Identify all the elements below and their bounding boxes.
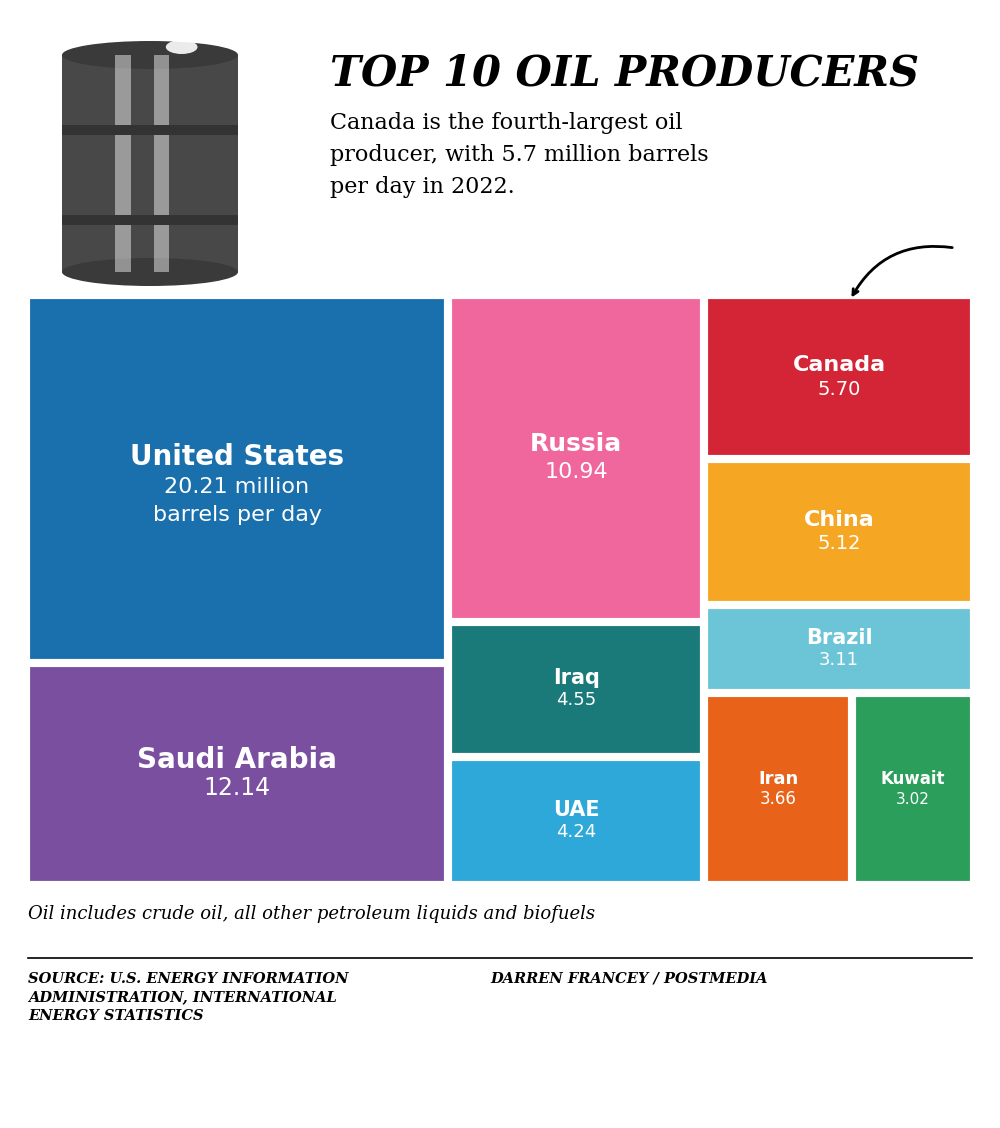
Text: Saudi Arabia: Saudi Arabia	[137, 746, 337, 774]
Text: 20.21 million
barrels per day: 20.21 million barrels per day	[153, 477, 322, 525]
Text: Canada is the fourth-largest oil
producer, with 5.7 million barrels
per day in 2: Canada is the fourth-largest oil produce…	[330, 112, 709, 199]
Text: 3.66: 3.66	[760, 790, 797, 808]
Bar	[62, 55, 238, 272]
Text: China: China	[804, 510, 875, 530]
Bar	[28, 666, 446, 883]
Text: Iraq: Iraq	[553, 669, 600, 688]
Text: 5.12: 5.12	[817, 535, 861, 554]
Text: Kuwait: Kuwait	[881, 770, 945, 788]
Text: Oil includes crude oil, all other petroleum liquids and biofuels: Oil includes crude oil, all other petrol…	[28, 905, 595, 923]
Text: UAE: UAE	[553, 800, 600, 820]
Text: 5.70: 5.70	[817, 379, 861, 398]
Bar	[115, 55, 131, 272]
Bar	[154, 55, 169, 272]
Text: 3.02: 3.02	[896, 792, 930, 807]
Bar	[706, 607, 972, 691]
Text: 12.14: 12.14	[203, 776, 271, 800]
Text: United States: United States	[130, 443, 344, 472]
Bar	[706, 297, 972, 457]
Text: Russia: Russia	[530, 432, 622, 457]
Text: 10.94: 10.94	[544, 462, 608, 483]
Bar	[450, 624, 702, 755]
Text: TOP 10 OIL PRODUCERS: TOP 10 OIL PRODUCERS	[330, 52, 919, 94]
Text: 3.11: 3.11	[819, 651, 859, 669]
Bar	[450, 759, 702, 883]
Ellipse shape	[62, 258, 238, 287]
Text: Iran: Iran	[758, 770, 798, 788]
Text: DARREN FRANCEY / POSTMEDIA: DARREN FRANCEY / POSTMEDIA	[490, 972, 768, 986]
Text: SOURCE: U.S. ENERGY INFORMATION
ADMINISTRATION, INTERNATIONAL
ENERGY STATISTICS: SOURCE: U.S. ENERGY INFORMATION ADMINIST…	[28, 972, 349, 1023]
Ellipse shape	[166, 39, 198, 54]
Ellipse shape	[62, 41, 238, 69]
Bar	[62, 125, 238, 135]
Bar	[62, 215, 238, 224]
Bar	[450, 297, 702, 620]
Text: Canada: Canada	[793, 355, 886, 374]
Bar	[706, 461, 972, 602]
Text: 4.24: 4.24	[556, 823, 596, 841]
Bar	[854, 695, 972, 883]
Bar	[28, 297, 446, 661]
Bar	[706, 695, 850, 883]
Text: 4.55: 4.55	[556, 691, 596, 710]
Text: Brazil: Brazil	[806, 628, 872, 647]
